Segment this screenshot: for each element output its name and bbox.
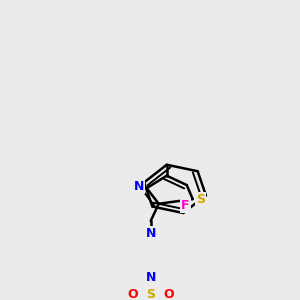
Text: O: O (128, 288, 138, 300)
Text: N: N (146, 271, 156, 284)
Text: S: S (196, 193, 205, 206)
Text: F: F (181, 199, 190, 212)
Text: N: N (146, 227, 156, 240)
Text: O: O (164, 288, 174, 300)
Text: S: S (146, 288, 155, 300)
Text: N: N (134, 180, 144, 193)
